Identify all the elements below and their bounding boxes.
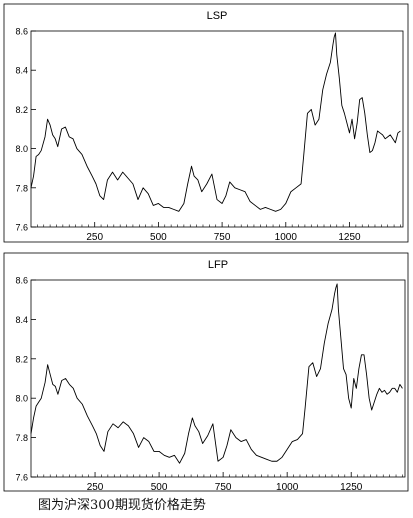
x-tick-label: 250 — [87, 482, 104, 493]
figure-caption: 图为沪深300期现货价格走势 — [38, 498, 206, 513]
x-tick-label: 750 — [214, 232, 231, 243]
x-tick-label: 1250 — [340, 482, 363, 493]
series-line — [30, 283, 403, 464]
panel-frame — [3, 252, 409, 492]
y-tick-label: 7.6 — [15, 473, 28, 483]
x-tick-label: 1250 — [338, 232, 361, 243]
x-tick-label: 750 — [215, 482, 232, 493]
series-line — [30, 32, 401, 212]
chart-title: LFP — [208, 259, 228, 271]
plot-area — [30, 279, 406, 478]
panel-frame — [3, 3, 409, 243]
y-tick-label: 8.0 — [15, 394, 28, 404]
chart-title: LSP — [207, 10, 228, 22]
y-tick-label: 8.6 — [15, 276, 28, 286]
y-tick-label: 8.4 — [15, 66, 28, 76]
y-tick-label: 7.8 — [15, 433, 28, 443]
x-tick-label: 1000 — [276, 482, 299, 493]
x-tick-label: 500 — [151, 482, 168, 493]
y-tick-label: 8.0 — [15, 144, 28, 154]
chart-lfp: LFP 250 500 750 1000 1250 7.6 7.8 8.0 8.2 8.4 8.6 — [3, 252, 409, 493]
y-tick-label: 8.2 — [15, 354, 28, 364]
x-tick-label: 1000 — [275, 232, 298, 243]
y-tick-label: 8.2 — [15, 105, 28, 115]
chart-lsp: LSP 250 500 750 1000 1250 7.6 7.8 8.0 8.2 8.4 8.6 — [3, 3, 409, 243]
plot-area — [30, 30, 404, 228]
y-tick-label: 7.6 — [15, 223, 28, 233]
y-tick-label: 7.8 — [15, 183, 28, 193]
y-tick-label: 8.4 — [15, 315, 28, 325]
x-tick-label: 500 — [150, 232, 167, 243]
y-tick-label: 8.6 — [15, 27, 28, 37]
x-tick-label: 250 — [86, 232, 103, 243]
